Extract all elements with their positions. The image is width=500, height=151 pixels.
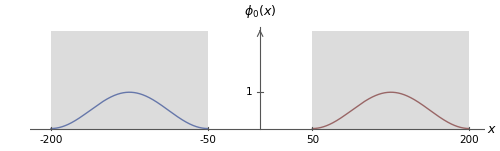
Text: -200: -200 [39, 135, 62, 145]
Text: $x$: $x$ [487, 124, 497, 137]
Text: 200: 200 [460, 135, 479, 145]
Text: $\phi_0(x)$: $\phi_0(x)$ [244, 3, 276, 21]
Bar [312, 31, 470, 129]
Text: -50: -50 [200, 135, 216, 145]
Text: 1: 1 [246, 87, 253, 97]
Text: 50: 50 [306, 135, 319, 145]
Bar [51, 31, 208, 129]
